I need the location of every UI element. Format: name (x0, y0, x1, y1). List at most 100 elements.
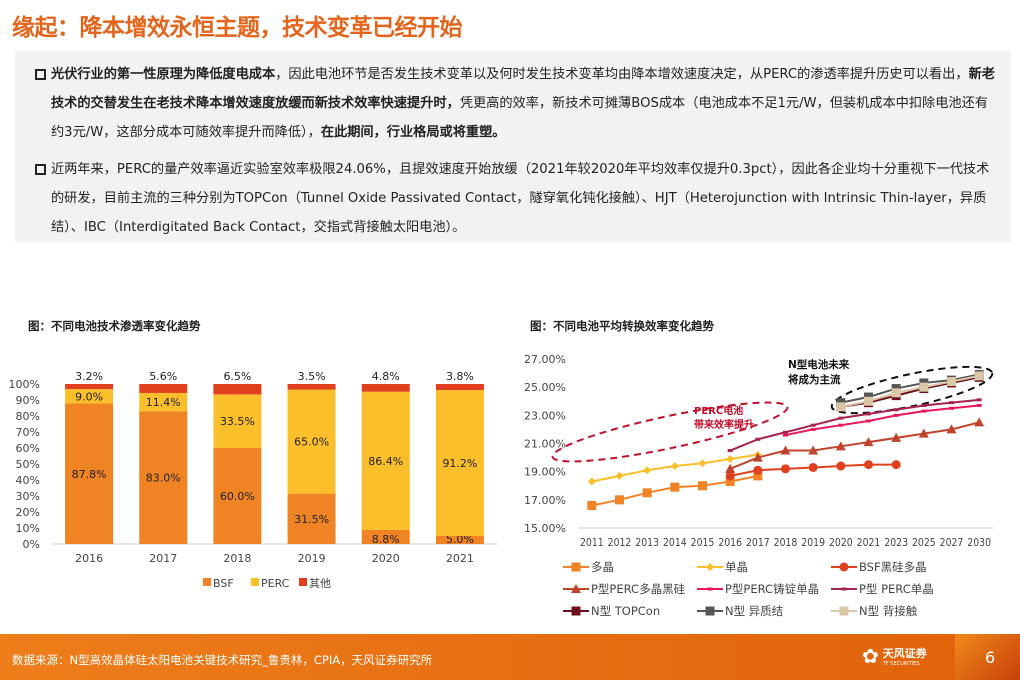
bar-segment-PERC (139, 392, 188, 412)
legend-label: 多晶 (591, 560, 614, 574)
y-tick-label: 90% (16, 394, 40, 407)
y-tick-label: 0% (23, 538, 40, 551)
legend-marker (706, 563, 714, 571)
footer-bar (0, 634, 1020, 680)
data-point (946, 424, 957, 434)
annotation-ellipse (551, 401, 789, 463)
legend-label: P型PERC铸锭单晶 (725, 582, 819, 596)
bar-segment-BSF (65, 403, 114, 544)
x-tick-label: 2027 (940, 536, 964, 549)
legend-marker (839, 606, 849, 616)
bar-segment-BSF (139, 411, 188, 544)
bar-segment-PERC (361, 391, 410, 530)
bar-chart-title: 图：不同电池技术渗透率变化趋势 (28, 319, 201, 333)
y-tick-label: 50% (16, 458, 40, 471)
legend-label: N型 TOPCon (591, 604, 660, 618)
data-label: 87.8% (72, 468, 107, 481)
y-tick-label: 40% (16, 474, 40, 487)
bar-segment-BSF (213, 448, 262, 544)
x-tick-label: 2020 (829, 536, 853, 549)
legend-label: 单晶 (725, 560, 748, 574)
y-tick-label: 70% (16, 426, 40, 439)
data-point (752, 452, 763, 462)
y-tick-label: 25.00% (524, 381, 566, 394)
data-point (783, 430, 788, 434)
x-tick-label: 2023 (884, 536, 908, 549)
data-point (670, 462, 679, 471)
annotation-text: 带来效率提升 (694, 418, 754, 431)
data-point (698, 459, 707, 468)
data-point (947, 377, 956, 387)
line-chart-title: 图：不同电池平均转换效率变化趋势 (530, 319, 714, 333)
data-point (919, 382, 929, 392)
data-point (949, 406, 954, 410)
data-label: 60.0% (220, 490, 255, 503)
x-tick-label: 2016 (75, 552, 103, 565)
bar-segment-BSF (435, 536, 484, 544)
bar-segment-其他 (361, 384, 410, 392)
series-line-8 (840, 374, 980, 408)
bar-segment-PERC (435, 390, 484, 536)
data-point (838, 423, 844, 427)
flower-logo-icon: ✿ (862, 644, 879, 668)
legend-marker (571, 562, 581, 572)
data-point (838, 416, 844, 420)
legend-swatch (203, 578, 211, 586)
data-label: 83.0% (146, 472, 181, 485)
square-bullet-icon (35, 164, 46, 175)
data-label: 3.8% (446, 370, 474, 383)
data-point (918, 428, 929, 438)
bar-segment-其他 (65, 384, 114, 390)
legend-label: P型PERC多晶黑硅 (591, 582, 686, 596)
data-point (755, 437, 761, 441)
page-number: 6 (985, 648, 996, 667)
annotation-text: 将成为主流 (788, 373, 841, 386)
legend-marker (839, 562, 849, 572)
data-point (893, 408, 899, 412)
data-label: 4.8% (372, 370, 400, 383)
annotation-text: PERC电池 (694, 404, 743, 417)
bar-segment-其他 (287, 384, 336, 390)
data-point (810, 423, 816, 427)
x-tick-label: 2017 (746, 536, 770, 549)
data-point (891, 388, 901, 398)
legend-label: 其他 (309, 577, 331, 590)
bar-segment-PERC (213, 394, 262, 448)
data-label: 9.0% (75, 390, 103, 403)
x-tick-label: 2020 (372, 552, 400, 565)
x-tick-label: 2012 (608, 536, 632, 549)
annotation-text: N型电池未来 (788, 358, 850, 371)
legend-label: BSF (213, 577, 234, 590)
page-title: 缘起：降本增效永恒主题，技术变革已经开始 (12, 15, 463, 41)
data-label: 3.2% (75, 370, 103, 383)
legend-label: BSF黑硅多晶 (859, 560, 927, 574)
x-tick-label: 2021 (857, 536, 881, 549)
legend-swatch (299, 578, 307, 586)
data-label: 91.2% (442, 457, 477, 470)
data-point (810, 427, 816, 431)
data-point (836, 402, 846, 412)
data-point (615, 495, 624, 505)
data-point (921, 409, 927, 413)
series-line-5 (729, 398, 980, 452)
data-point (976, 398, 982, 402)
data-point (866, 419, 871, 423)
x-tick-label: 2019 (298, 552, 326, 565)
summary-box: 光伏行业的第一性原理为降低度电成本，因此电池环节是否发生技术变革以及何时发生技术… (15, 50, 1011, 242)
legend-marker (707, 587, 713, 591)
x-tick-label: 2030 (967, 536, 991, 549)
bar-segment-BSF (361, 529, 410, 544)
y-tick-label: 100% (9, 378, 40, 391)
y-tick-label: 23.00% (524, 409, 566, 422)
data-point (835, 441, 846, 451)
data-point (780, 445, 791, 455)
data-point (698, 481, 707, 491)
data-label: 8.8% (372, 533, 400, 546)
bar-segment-其他 (139, 384, 188, 393)
legend-marker (841, 587, 847, 591)
legend-swatch (251, 578, 259, 586)
legend-label: N型 异质结 (725, 604, 783, 618)
legend-marker (571, 584, 581, 593)
bar-segment-PERC (65, 389, 114, 404)
x-tick-label: 2013 (635, 536, 659, 549)
